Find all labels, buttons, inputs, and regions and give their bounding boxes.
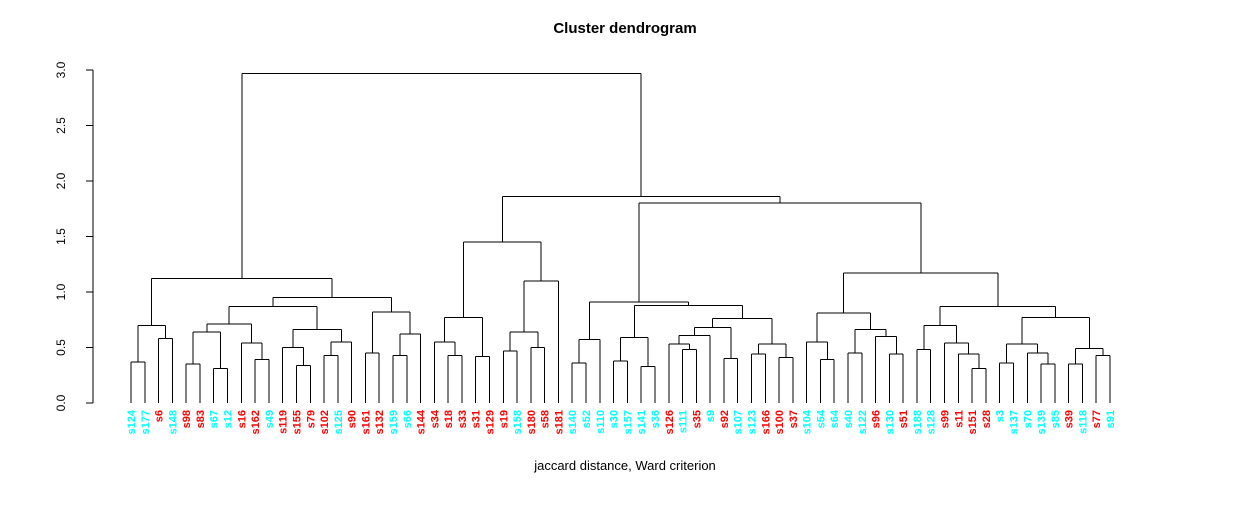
leaf-label: s128	[926, 410, 938, 434]
leaf-label: s111	[678, 410, 690, 433]
leaf-label: s119	[278, 410, 290, 434]
leaf-label: s122	[857, 410, 869, 434]
leaf-label: s37	[788, 410, 800, 428]
leaf-label: s19	[498, 410, 510, 428]
leaf-label: s162	[250, 410, 262, 434]
leaf-label: s54	[815, 409, 827, 428]
y-axis-tick-label: 0.5	[54, 339, 68, 356]
y-axis-tick-label: 2.0	[54, 172, 68, 189]
leaf-label: s30	[609, 410, 621, 428]
leaf-label: s67	[209, 410, 221, 428]
leaf-label: s96	[871, 410, 883, 428]
leaf-label: s157	[622, 410, 634, 434]
chart-caption: jaccard distance, Ward criterion	[533, 458, 716, 473]
leaf-label: s66	[402, 410, 414, 428]
leaf-label: s110	[595, 410, 607, 434]
leaf-label: s129	[485, 410, 497, 434]
leaf-labels: s124 s177 s6 s148 s98 s83 s67 s12 s16 s162 s49 s119…	[126, 409, 1117, 434]
leaf-label: s140	[567, 410, 579, 434]
leaf-label: s141	[636, 410, 648, 434]
leaf-label: s123	[747, 410, 759, 434]
y-axis: 0.0 0.5 1.0 1.5 2.0 2.5 3.0	[54, 61, 94, 411]
leaf-label: s70	[1022, 410, 1034, 428]
y-axis-tick-label: 0.0	[54, 394, 68, 411]
leaf-label: s16	[236, 410, 248, 428]
leaf-label: s118	[1077, 410, 1089, 434]
leaf-label: s40	[843, 410, 855, 428]
leaf-label: s58	[540, 410, 552, 428]
leaf-label: s83	[195, 410, 207, 428]
leaf-label: s158	[512, 410, 524, 434]
leaf-label: s35	[691, 410, 703, 428]
y-axis-tick-label: 3.0	[54, 61, 68, 78]
leaf-label: s92	[719, 410, 731, 428]
leaf-label: s188	[912, 410, 924, 434]
leaf-label: s39	[1064, 410, 1076, 428]
leaf-label: s28	[981, 410, 993, 428]
leaf-label: s91	[1105, 410, 1117, 428]
leaf-label: s64	[829, 409, 841, 428]
leaf-label: s144	[416, 409, 428, 434]
leaf-label: s77	[1091, 410, 1103, 428]
leaf-label: s166	[760, 410, 772, 434]
leaf-label: s181	[554, 410, 566, 434]
leaf-label: s85	[1050, 410, 1062, 428]
leaf-label: s9	[705, 410, 717, 422]
leaf-label: s104	[802, 409, 814, 434]
leaf-label: s102	[319, 410, 331, 434]
leaf-label: s151	[967, 410, 979, 434]
leaf-label: s36	[650, 410, 662, 428]
leaf-label: s3	[995, 410, 1007, 422]
leaf-label: s18	[443, 410, 455, 428]
y-axis-tick-label: 2.5	[54, 117, 68, 134]
leaf-label: s52	[581, 410, 593, 428]
leaf-label: s6	[154, 410, 166, 422]
leaf-label: s98	[181, 410, 193, 428]
leaf-label: s12	[223, 410, 235, 428]
leaf-label: s125	[333, 410, 345, 434]
leaf-label: s132	[374, 410, 386, 434]
leaf-label: s49	[264, 410, 276, 428]
leaf-label: s90	[347, 410, 359, 428]
leaf-label: s124	[126, 409, 138, 434]
leaf-label: s139	[1036, 410, 1048, 434]
leaf-label: s31	[471, 410, 483, 428]
leaf-label: s159	[388, 410, 400, 434]
y-axis-tick-label: 1.5	[54, 228, 68, 245]
leaf-label: s33	[457, 410, 469, 428]
leaf-label: s100	[774, 410, 786, 434]
leaf-label: s79	[305, 410, 317, 428]
leaf-label: s161	[360, 410, 372, 434]
y-axis-tick-label: 1.0	[54, 283, 68, 300]
leaf-label: s34	[429, 409, 441, 428]
leaf-label: s148	[167, 410, 179, 434]
leaf-label: s11	[953, 410, 965, 428]
dendrogram-links	[130, 72, 1111, 403]
dendrogram-tree-lines	[130, 72, 1111, 403]
leaf-label: s126	[664, 410, 676, 434]
leaf-label: s51	[898, 410, 910, 428]
leaf-label: s99	[940, 410, 952, 428]
leaf-label: s137	[1009, 410, 1021, 434]
leaf-label: s107	[733, 410, 745, 434]
leaf-label: s177	[140, 410, 152, 434]
leaf-label: s180	[526, 410, 538, 434]
chart-title: Cluster dendrogram	[553, 20, 696, 37]
leaf-label: s155	[292, 410, 304, 434]
leaf-label: s130	[884, 410, 896, 434]
